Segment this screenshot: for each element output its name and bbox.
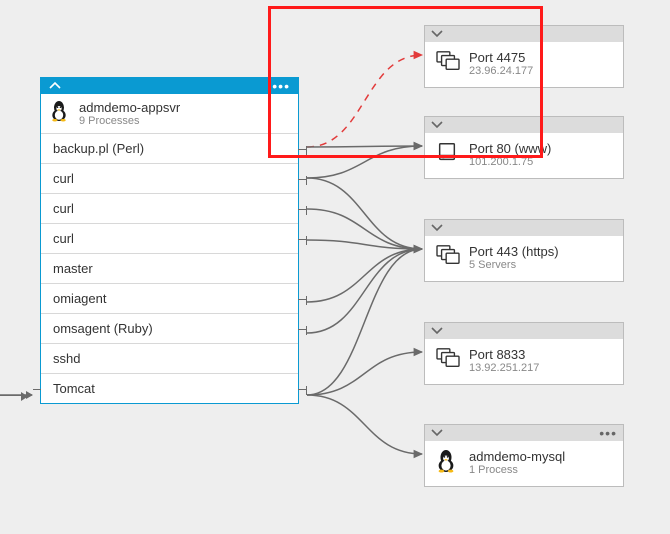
out-port bbox=[298, 389, 306, 390]
target-body: admdemo-mysql 1 Process bbox=[425, 441, 623, 486]
out-port bbox=[298, 209, 306, 210]
target-subtitle: 23.96.24.177 bbox=[469, 65, 533, 77]
linux-penguin-icon bbox=[49, 100, 69, 122]
source-header: ••• admdemo-appsvr 9 Processes bbox=[41, 78, 298, 133]
process-row[interactable]: curl bbox=[41, 163, 298, 193]
process-list: backup.pl (Perl) curl curl curl master omiage… bbox=[41, 133, 298, 403]
chevron-down-icon bbox=[431, 326, 443, 336]
target-node-t80[interactable]: Port 80 (www) 101.200.1.75 bbox=[424, 116, 624, 179]
target-body: Port 4475 23.96.24.177 bbox=[425, 42, 623, 87]
target-collapse-bar[interactable] bbox=[425, 117, 623, 133]
chevron-down-icon bbox=[431, 223, 443, 233]
edge bbox=[307, 240, 422, 249]
chevron-down-icon bbox=[431, 428, 443, 438]
edge bbox=[307, 146, 422, 178]
process-label: omsagent (Ruby) bbox=[53, 321, 153, 336]
in-port bbox=[33, 389, 41, 390]
more-icon[interactable]: ••• bbox=[272, 81, 290, 91]
source-title: admdemo-appsvr bbox=[79, 100, 180, 115]
out-port bbox=[298, 239, 306, 240]
process-label: sshd bbox=[53, 351, 80, 366]
edge bbox=[307, 146, 422, 147]
target-subtitle: 13.92.251.217 bbox=[469, 362, 539, 374]
target-title: Port 8833 bbox=[469, 347, 539, 362]
chevron-up-icon bbox=[49, 81, 61, 91]
process-label: curl bbox=[53, 231, 74, 246]
process-label: Tomcat bbox=[53, 381, 95, 396]
target-collapse-bar[interactable]: ••• bbox=[425, 425, 623, 441]
target-node-tmysql[interactable]: ••• admdemo-mysql 1 Process bbox=[424, 424, 624, 487]
process-row[interactable]: curl bbox=[41, 223, 298, 253]
process-row[interactable]: Tomcat bbox=[41, 373, 298, 403]
edge bbox=[307, 249, 422, 395]
process-label: backup.pl (Perl) bbox=[53, 141, 144, 156]
target-collapse-bar[interactable] bbox=[425, 220, 623, 236]
process-row[interactable]: master bbox=[41, 253, 298, 283]
source-collapse-bar[interactable]: ••• bbox=[41, 78, 298, 94]
target-collapse-bar[interactable] bbox=[425, 26, 623, 42]
out-port bbox=[298, 149, 306, 150]
edge bbox=[307, 249, 422, 302]
target-body: Port 80 (www) 101.200.1.75 bbox=[425, 133, 623, 178]
edge bbox=[307, 352, 422, 395]
edge bbox=[307, 249, 422, 333]
chevron-down-icon bbox=[431, 29, 443, 39]
target-subtitle: 5 Servers bbox=[469, 259, 559, 271]
process-label: master bbox=[53, 261, 93, 276]
server-single-icon bbox=[435, 141, 459, 163]
process-row[interactable]: omsagent (Ruby) bbox=[41, 313, 298, 343]
process-row[interactable]: sshd bbox=[41, 343, 298, 373]
chevron-down-icon bbox=[431, 120, 443, 130]
incoming-connection-stub bbox=[0, 395, 28, 396]
servers-icon bbox=[435, 50, 459, 72]
edge bbox=[307, 209, 422, 249]
source-subtitle: 9 Processes bbox=[79, 115, 180, 127]
linux-penguin-icon bbox=[435, 449, 459, 471]
edge bbox=[307, 395, 422, 454]
out-port bbox=[298, 299, 306, 300]
target-node-t8833[interactable]: Port 8833 13.92.251.217 bbox=[424, 322, 624, 385]
target-title: Port 80 (www) bbox=[469, 141, 551, 156]
target-body: Port 8833 13.92.251.217 bbox=[425, 339, 623, 384]
out-port bbox=[298, 179, 306, 180]
target-collapse-bar[interactable] bbox=[425, 323, 623, 339]
target-title: Port 443 (https) bbox=[469, 244, 559, 259]
target-node-t4475[interactable]: Port 4475 23.96.24.177 bbox=[424, 25, 624, 88]
out-port bbox=[298, 329, 306, 330]
process-row[interactable]: omiagent bbox=[41, 283, 298, 313]
process-label: curl bbox=[53, 201, 74, 216]
edge bbox=[307, 55, 422, 147]
target-subtitle: 101.200.1.75 bbox=[469, 156, 551, 168]
servers-icon bbox=[435, 244, 459, 266]
target-node-t443[interactable]: Port 443 (https) 5 Servers bbox=[424, 219, 624, 282]
process-label: curl bbox=[53, 171, 74, 186]
target-subtitle: 1 Process bbox=[469, 464, 565, 476]
source-node[interactable]: ••• admdemo-appsvr 9 Processes bbox=[40, 77, 299, 404]
servers-icon bbox=[435, 347, 459, 369]
target-title: Port 4475 bbox=[469, 50, 533, 65]
more-icon[interactable]: ••• bbox=[599, 428, 617, 438]
process-row[interactable]: backup.pl (Perl) bbox=[41, 133, 298, 163]
process-label: omiagent bbox=[53, 291, 106, 306]
process-row[interactable]: curl bbox=[41, 193, 298, 223]
target-title: admdemo-mysql bbox=[469, 449, 565, 464]
edge bbox=[307, 178, 422, 249]
target-body: Port 443 (https) 5 Servers bbox=[425, 236, 623, 281]
